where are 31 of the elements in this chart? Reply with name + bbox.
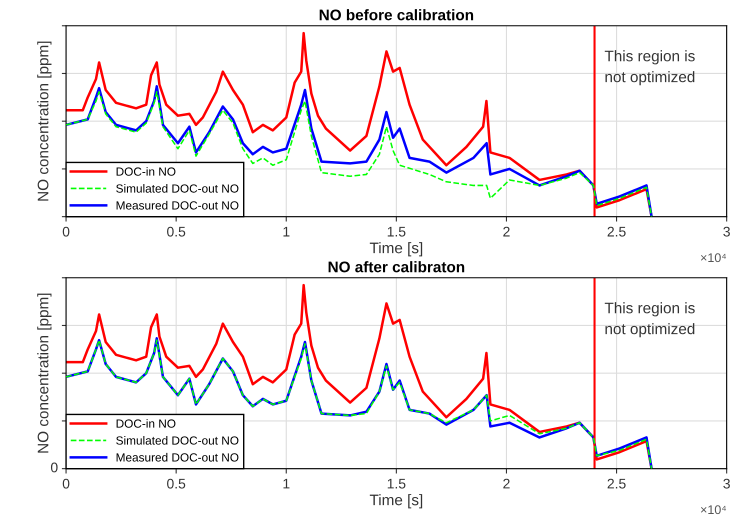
x-tick-label: 0.5 bbox=[167, 478, 186, 489]
x-axis-title: Time [s] bbox=[370, 494, 422, 508]
legend-label: Measured DOC-out NO bbox=[116, 452, 238, 462]
x-tick-label: 1 bbox=[283, 226, 290, 236]
x-tick-label: 3 bbox=[723, 226, 730, 237]
x-axis-title: Time [s] bbox=[370, 242, 422, 256]
x-tick-label: 1.5 bbox=[388, 226, 406, 237]
chart-title: NO before calibration bbox=[320, 9, 474, 20]
text: 0 bbox=[50, 462, 58, 472]
x-tick-label: 2 bbox=[503, 226, 510, 236]
x-tick-label: 3 bbox=[723, 478, 730, 489]
x-tick-label: 2.5 bbox=[608, 226, 626, 237]
chart-title: NO after calibraton bbox=[328, 261, 464, 272]
legend-label: DOC-in NO bbox=[116, 419, 176, 428]
legend-label: Simulated DOC-out NO bbox=[116, 436, 238, 445]
ref-line-label: This region is not optimized bbox=[604, 302, 695, 338]
x-tick-label: 2.5 bbox=[608, 478, 626, 489]
x-tick-label: 1 bbox=[283, 478, 290, 488]
x-tick-label: 0.5 bbox=[167, 226, 186, 237]
y-axis-title: NO concentration [ppm] bbox=[37, 42, 52, 201]
y-axis-title: NO concentration [ppm] bbox=[37, 294, 52, 453]
x-tick-label: 2 bbox=[503, 478, 510, 488]
x-tick-label: 1.5 bbox=[388, 478, 406, 489]
legend-label: DOC-in NO bbox=[116, 167, 176, 176]
ref-line-label: This region is not optimized bbox=[604, 50, 695, 86]
x-tick-label: 0 bbox=[62, 478, 70, 489]
x-tick-label: 0 bbox=[62, 226, 70, 237]
text: ×10⁴ bbox=[700, 253, 726, 262]
legend-label: Simulated DOC-out NO bbox=[116, 184, 238, 193]
text: ×10⁴ bbox=[700, 505, 726, 514]
legend-label: Measured DOC-out NO bbox=[116, 200, 238, 210]
